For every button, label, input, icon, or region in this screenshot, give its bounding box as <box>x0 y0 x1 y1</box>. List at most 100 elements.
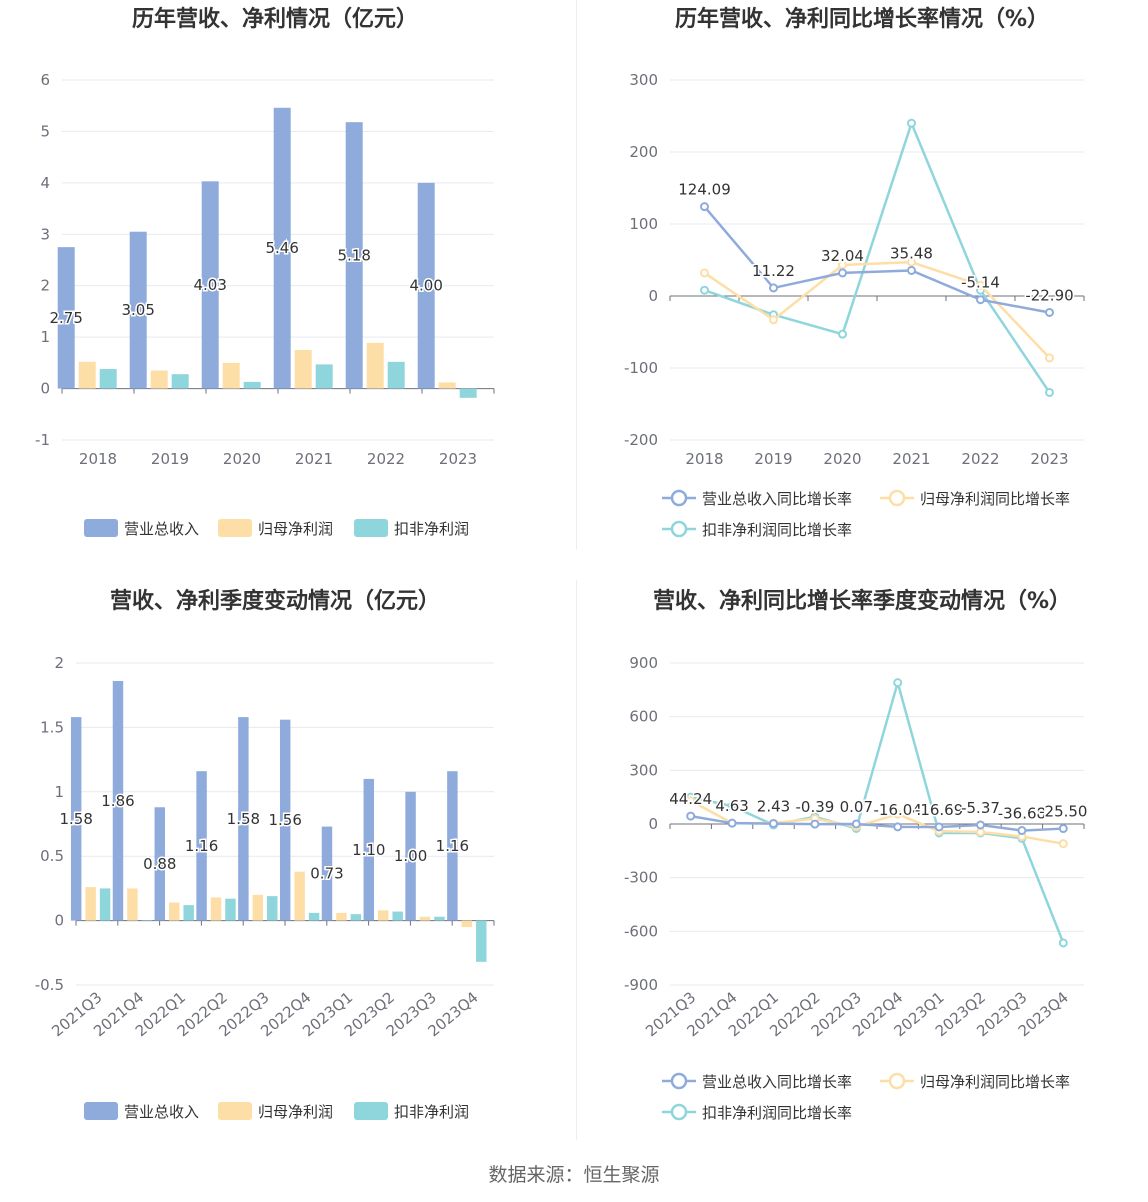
bar-value-label: 2.75 <box>49 309 82 327</box>
bar-deducted-profit <box>267 896 278 921</box>
point-value-label: 44.24 <box>669 790 712 808</box>
y-tick-label: 1.5 <box>40 718 64 736</box>
x-tick-label: 2023 <box>1030 450 1068 468</box>
x-tick-label: 2020 <box>823 450 861 468</box>
line-series-deducted-profit <box>690 678 1065 944</box>
bar-revenue <box>57 247 75 389</box>
bar-deducted-profit <box>459 388 477 398</box>
line-point <box>907 265 916 275</box>
legend-label: 营业总收入同比增长率 <box>702 1073 852 1091</box>
point-value-label: -16.69 <box>915 801 963 819</box>
bar-net-profit <box>210 897 222 921</box>
y-tick-label: 4 <box>40 174 50 192</box>
bar-net-profit <box>378 910 389 921</box>
y-tick-label: -0.5 <box>35 976 64 994</box>
bar-net-profit <box>252 894 264 921</box>
line-series-revenue <box>690 814 1064 832</box>
line-point <box>893 822 903 832</box>
point-value-label: -22.90 <box>1025 286 1073 304</box>
legend-swatch <box>84 519 118 537</box>
legend-label: 归母净利润 <box>258 520 333 538</box>
chart-title: 历年营收、净利情况（亿元） <box>132 6 418 32</box>
bar-value-label: 1.16 <box>185 837 218 855</box>
bar-revenue <box>196 771 207 921</box>
quarterly-revenue-profit-chart: 营收、净利季度变动情况（亿元） -0.5 0 0.5 1 1.5 2 2021Q3 2021Q4… <box>0 580 574 1150</box>
line-point <box>976 820 985 830</box>
x-tick-label: 2018 <box>79 450 117 468</box>
line-point <box>1045 387 1054 397</box>
bar-revenue <box>70 717 82 921</box>
bar-revenue <box>363 778 375 921</box>
line-point <box>727 818 737 828</box>
bar-net-profit <box>336 912 347 921</box>
point-value-label: 4.63 <box>715 797 748 815</box>
bar-net-profit <box>85 887 96 921</box>
y-tick-label: 0 <box>648 815 658 833</box>
chart-title: 历年营收、净利同比增长率情况（%） <box>675 6 1049 32</box>
line-point <box>1045 307 1054 317</box>
annual-growth-rate-svg: 历年营收、净利同比增长率情况（%） -200 -100 0 100 200 300 2018 2… <box>624 6 1085 539</box>
bar-deducted-profit <box>387 361 405 389</box>
y-tick-label: 0 <box>40 380 50 398</box>
legend-marker <box>670 489 688 507</box>
line-point <box>838 268 847 278</box>
point-value-label: -25.50 <box>1039 803 1087 821</box>
bar-value-label: 1.86 <box>101 792 134 810</box>
point-value-label: -5.14 <box>961 274 1000 292</box>
line-point <box>907 257 916 267</box>
legend-label: 扣非净利润同比增长率 <box>702 1104 852 1122</box>
line-series-net-profit <box>703 260 1051 359</box>
bar-deducted-profit <box>350 914 362 921</box>
y-tick-label: 2 <box>54 654 64 672</box>
line-point <box>769 819 778 829</box>
quarterly-growth-rate-svg: 营收、净利同比增长率季度变动情况（%） -900 -600 -300 0 300 600 90… <box>624 588 1089 1122</box>
y-tick-label: 100 <box>629 215 658 233</box>
bar-value-label: 1.00 <box>394 847 427 865</box>
bar-revenue <box>279 719 291 921</box>
bar-value-label: 4.00 <box>409 277 442 295</box>
bar-value-label: 5.46 <box>265 239 298 257</box>
bar-revenue <box>321 826 333 921</box>
line-point <box>934 822 944 832</box>
point-value-label: 124.09 <box>678 181 731 199</box>
legend-label: 归母净利润同比增长率 <box>920 1073 1070 1091</box>
legend-label: 归母净利润 <box>258 1103 333 1121</box>
bar-revenue <box>154 807 166 921</box>
divider-bottom <box>576 580 577 1140</box>
line-point <box>700 268 709 278</box>
y-tick-label: 900 <box>629 654 658 672</box>
bar-value-label: 1.16 <box>436 837 469 855</box>
y-tick-label: -600 <box>624 922 658 940</box>
point-value-label: -36.68 <box>998 805 1046 823</box>
bar-deducted-profit <box>243 381 261 389</box>
line-point <box>686 811 696 821</box>
legend-marker <box>670 1072 688 1090</box>
bar-deducted-profit <box>99 888 111 921</box>
bar-revenue <box>405 791 416 921</box>
line-point <box>893 809 903 819</box>
y-tick-label: 2 <box>40 277 50 295</box>
legend-marker <box>670 520 688 538</box>
x-tick-label: 2022 <box>367 450 405 468</box>
y-tick-label: 5 <box>40 122 50 140</box>
point-value-label: 32.04 <box>821 247 864 265</box>
line-point <box>976 295 985 305</box>
line-point <box>976 280 985 290</box>
bar-value-label: 5.18 <box>337 246 370 264</box>
bar-deducted-profit <box>392 911 403 921</box>
y-tick-label: 300 <box>629 71 658 89</box>
bar-value-label: 1.56 <box>268 811 301 829</box>
quarterly-revenue-profit-svg: 营收、净利季度变动情况（亿元）-0.500.511.522021Q32021Q4… <box>35 588 495 1121</box>
y-tick-label: 600 <box>629 708 658 726</box>
y-tick-label: -100 <box>624 359 658 377</box>
annual-revenue-profit-svg: 历年营收、净利情况（亿元） -1 0 1 2 3 4 5 6 2018 2019 2020 2021 20… <box>35 6 495 538</box>
bar-value-label: 1.58 <box>227 810 260 828</box>
x-tick-label: 2022 <box>961 450 999 468</box>
bar-deducted-profit <box>315 364 333 389</box>
y-tick-label: 300 <box>629 761 658 779</box>
legend-swatch <box>218 519 252 537</box>
bar-net-profit <box>419 916 431 921</box>
line-point <box>1058 824 1068 834</box>
y-tick-label: -300 <box>624 869 658 887</box>
legend-swatch <box>354 519 388 537</box>
